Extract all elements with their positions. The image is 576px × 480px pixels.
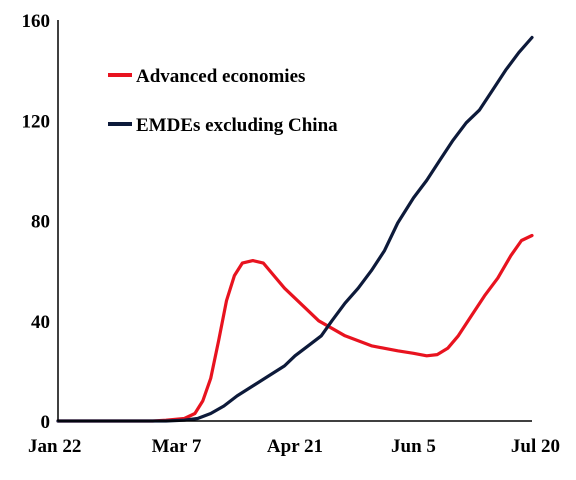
series-line-emdes-excluding-china [56, 35, 534, 423]
x-tick-label: Jun 5 [391, 436, 436, 457]
y-tick-label: 80 [31, 212, 50, 233]
legend-label: EMDEs excluding China [136, 115, 338, 136]
x-tick-label: Apr 21 [267, 436, 323, 457]
legend: Advanced economies EMDEs excluding China [108, 66, 338, 136]
x-axis-ticks: Jan 22 Mar 7 Apr 21 Jun 5 Jul 20 [28, 436, 560, 457]
x-tick-label: Jan 22 [28, 436, 81, 457]
series-line-advanced-economies [56, 233, 534, 423]
y-tick-label: 160 [22, 11, 51, 32]
y-tick-label: 40 [31, 312, 50, 333]
y-tick-label: 120 [22, 111, 51, 132]
series-lines [56, 35, 534, 423]
y-axis-ticks: 0 40 80 120 160 [22, 11, 51, 433]
x-tick-label: Jul 20 [511, 436, 560, 457]
y-tick-label: 0 [41, 412, 51, 433]
x-tick-label: Mar 7 [152, 436, 202, 457]
legend-label: Advanced economies [136, 66, 305, 87]
